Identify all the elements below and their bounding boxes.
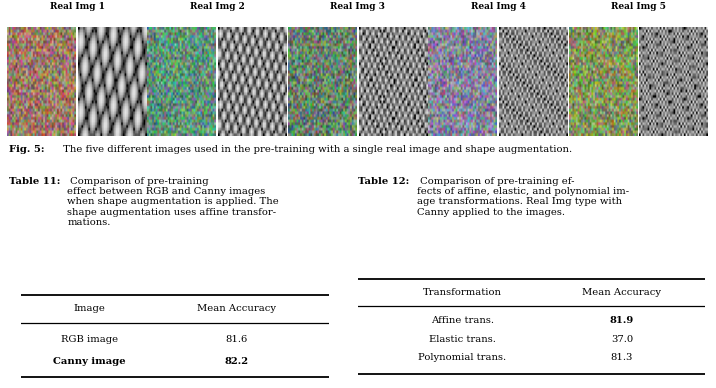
Text: Comparison of pre-training
effect between RGB and Canny images
when shape augmen: Comparison of pre-training effect betwee…: [67, 177, 279, 227]
Text: Mean Accuracy: Mean Accuracy: [198, 304, 276, 313]
Text: Real Img 4: Real Img 4: [471, 2, 526, 11]
Text: Canny image: Canny image: [53, 357, 125, 365]
Text: Elastic trans.: Elastic trans.: [429, 334, 495, 344]
Text: The five different images used in the pre-training with a single real image and : The five different images used in the pr…: [60, 146, 572, 154]
Text: Real Img 2: Real Img 2: [190, 2, 245, 11]
Text: Transformation: Transformation: [422, 288, 502, 297]
Text: 37.0: 37.0: [611, 334, 633, 344]
Text: 82.2: 82.2: [225, 357, 249, 365]
Text: Polynomial trans.: Polynomial trans.: [418, 353, 506, 362]
Text: 81.6: 81.6: [226, 335, 248, 344]
Text: Table 12:: Table 12:: [358, 177, 410, 185]
Text: Affine trans.: Affine trans.: [431, 316, 493, 325]
Text: Image: Image: [73, 304, 105, 313]
Text: Comparison of pre-training ef-
fects of affine, elastic, and polynomial im-
age : Comparison of pre-training ef- fects of …: [417, 177, 629, 217]
Text: Fig. 5:: Fig. 5:: [9, 146, 44, 154]
Text: Table 11:: Table 11:: [9, 177, 60, 185]
Text: Real Img 1: Real Img 1: [50, 2, 105, 11]
Text: RGB image: RGB image: [61, 335, 117, 344]
Text: 81.9: 81.9: [610, 316, 634, 325]
Text: Real Img 5: Real Img 5: [611, 2, 666, 11]
Text: Real Img 3: Real Img 3: [331, 2, 385, 11]
Text: Mean Accuracy: Mean Accuracy: [582, 288, 662, 297]
Text: 81.3: 81.3: [611, 353, 633, 362]
